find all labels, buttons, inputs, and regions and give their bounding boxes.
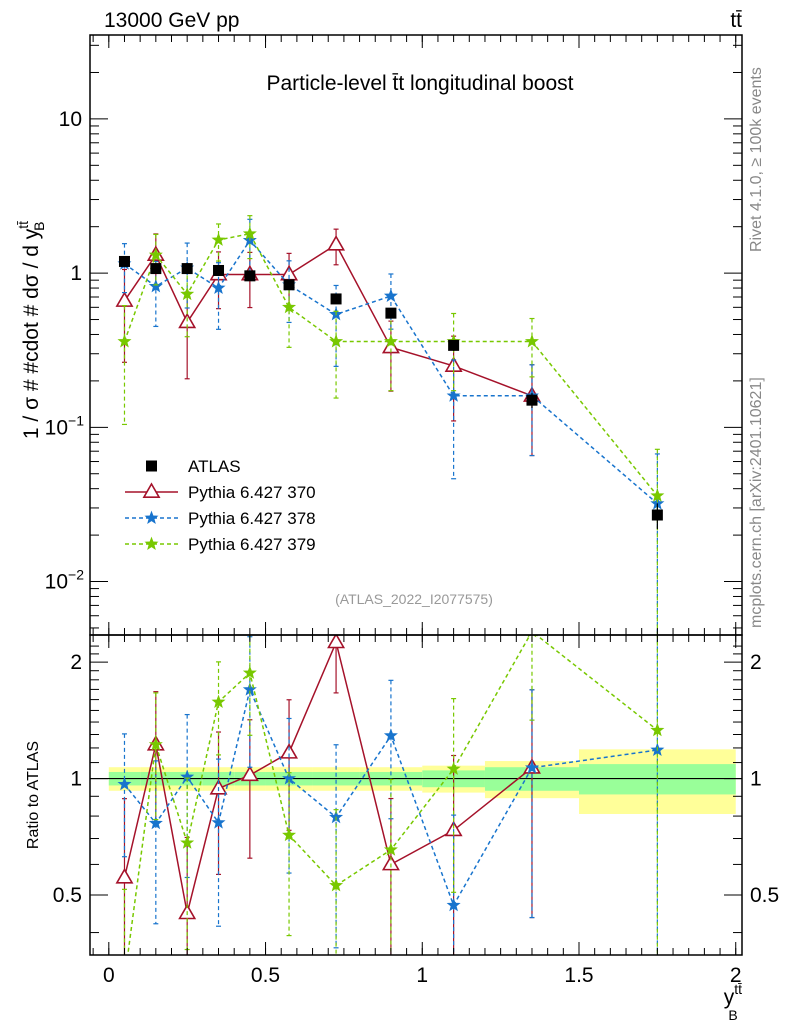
- series-3-point: [180, 286, 195, 301]
- series-2-ratio-point: [383, 728, 398, 742]
- ratio-tick-label-right: 1: [750, 768, 762, 791]
- legend-label-3: Pythia 6.427 379: [188, 535, 316, 554]
- series-1-point: [327, 235, 346, 251]
- series-1-ratio-point: [327, 635, 346, 649]
- series-3-ratio-point: [242, 665, 257, 679]
- series-2-point: [383, 288, 398, 302]
- x-tick-label: 0.5: [251, 964, 280, 987]
- y-tick-label: 10−1: [45, 412, 85, 439]
- series-3-point: [242, 226, 257, 240]
- chart-title: Particle-level t̄t longitudinal boost: [266, 72, 573, 95]
- series-2-ratio-point: [446, 897, 461, 912]
- ratio-tick-label-left: 2: [70, 651, 82, 674]
- x-axis-label: ytt̄: [724, 981, 742, 1009]
- atlas-point: [244, 270, 256, 282]
- atlas-point: [213, 264, 225, 276]
- atlas-point: [181, 263, 193, 275]
- series-3-ratio-point: [118, 973, 130, 985]
- x-tick-label: 1.5: [564, 964, 593, 987]
- header-process: 13000 GeV pp: [104, 9, 239, 32]
- x-tick-label: 1: [416, 964, 428, 987]
- series-3-point: [282, 299, 297, 314]
- series-1-point: [115, 291, 134, 307]
- ratio-tick-label-left: 0.5: [53, 884, 82, 907]
- ratio-y-axis-label: Ratio to ATLAS: [25, 741, 42, 849]
- series-3-ratio-point: [650, 722, 665, 737]
- y-tick-label-exponent: −1: [68, 412, 84, 428]
- ratio-tick-label-right: 2: [750, 651, 762, 674]
- series-2-ratio-point: [148, 815, 163, 830]
- main-y-axis-label-sub: B: [31, 222, 47, 231]
- legend-label-0: ATLAS: [188, 457, 241, 476]
- atlas-point: [448, 339, 460, 351]
- atlas-point: [330, 293, 342, 305]
- series-3-ratio-point: [383, 842, 398, 856]
- analysis-tag: (ATLAS_2022_I2077575): [335, 591, 493, 607]
- series-1-ratio-point: [381, 854, 400, 871]
- series-3-point: [383, 334, 398, 348]
- x-axis-label-sup: tt̄: [734, 981, 742, 997]
- series-3-ratio-point: [180, 835, 195, 849]
- y-tick-label-base: 10: [45, 571, 68, 594]
- series-3-point: [524, 334, 539, 348]
- x-tick-label: 0: [103, 964, 115, 987]
- series-3-ratio-point: [329, 878, 344, 892]
- legend-label-1: Pythia 6.427 370: [188, 483, 316, 502]
- x-tick-label: 2: [730, 964, 742, 987]
- legend-marker-0: [146, 460, 157, 472]
- y-tick-label: 10−2: [45, 567, 85, 594]
- series-3-point: [329, 334, 344, 348]
- series-1-ratio-point: [280, 743, 299, 759]
- atlas-point: [526, 394, 538, 406]
- x-axis-label-sub: B: [728, 1007, 737, 1023]
- series-1-ratio-line: [123, 639, 533, 914]
- header-final-state: tt̄: [730, 9, 742, 32]
- series-1-line: [123, 243, 533, 397]
- y-tick-label: 1: [70, 262, 82, 285]
- series-3-ratio-point: [282, 827, 297, 842]
- series-2-point: [446, 388, 461, 402]
- atlas-point: [150, 263, 162, 275]
- ratio-frame: [89, 634, 743, 956]
- series-1-ratio-point: [240, 765, 259, 782]
- ratio-tick-label-right: 0.5: [750, 884, 779, 907]
- series-2-ratio-point: [524, 760, 539, 774]
- atlas-point: [385, 307, 397, 319]
- legend-label-2: Pythia 6.427 378: [188, 509, 316, 528]
- series-3-point: [650, 488, 665, 502]
- series-3-ratio-point: [211, 694, 226, 708]
- series-2-point: [148, 279, 163, 293]
- legend-marker-2: [144, 510, 159, 524]
- series-2-ratio-point: [211, 815, 226, 829]
- y-tick-label-base: 10: [45, 416, 68, 439]
- series-3-ratio-point: [446, 761, 461, 775]
- main-y-axis-label-sup: tt̄: [15, 221, 31, 229]
- main-y-axis-label-main: 1 / σ # #cdot # dσ / d y: [20, 228, 43, 439]
- series-3-point: [148, 247, 163, 261]
- atlas-point: [283, 279, 295, 291]
- legend-marker-3: [144, 536, 159, 550]
- series-2-line: [124, 239, 658, 505]
- series-1-ratio-point: [115, 868, 134, 884]
- ratio-tick-label-left: 1: [70, 768, 82, 791]
- atlas-point: [118, 255, 130, 267]
- series-2-ratio-point: [117, 776, 132, 791]
- series-3-point: [211, 232, 226, 246]
- mcplots-source-label: mcplots.cern.ch [arXiv:2401.10621]: [748, 377, 765, 628]
- rivet-version-label: Rivet 4.1.0, ≥ 100k events: [748, 67, 765, 252]
- series-2-point: [211, 280, 226, 295]
- y-tick-label: 10: [59, 108, 82, 131]
- series-3-ratio-point: [148, 737, 163, 751]
- y-tick-label-exponent: −2: [68, 567, 84, 583]
- main-y-axis-label: 1 / σ # #cdot # dσ / d ytt̄B: [15, 221, 47, 439]
- atlas-point: [651, 509, 663, 521]
- x-axis-label-main: y: [724, 986, 735, 1009]
- legend-marker-1: [142, 482, 161, 498]
- series-3-point: [117, 334, 132, 348]
